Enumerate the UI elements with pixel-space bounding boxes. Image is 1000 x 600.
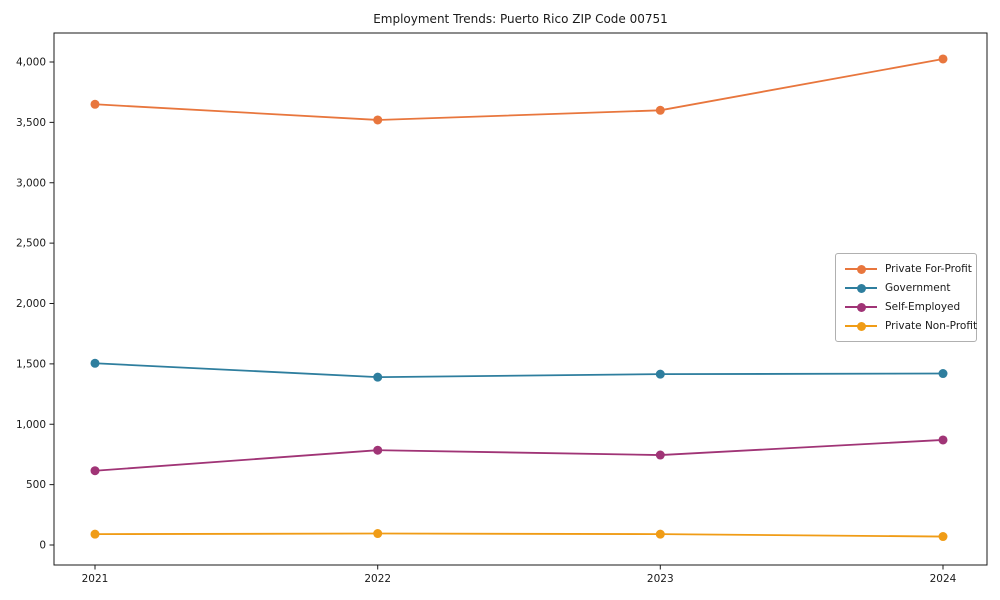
data-point-marker [938, 532, 948, 542]
data-point-marker [938, 435, 948, 445]
series-government [90, 358, 948, 382]
data-point-marker [938, 54, 948, 64]
y-tick-label: 2,000 [16, 298, 46, 310]
series-line [94, 532, 944, 538]
legend-entry-government: Government [845, 279, 967, 297]
legend-entry-private-non-profit: Private Non-Profit [845, 317, 977, 335]
y-tick-label: 2,500 [16, 238, 46, 250]
y-tick-label: 1,000 [16, 419, 46, 431]
y-tick-label: 0 [39, 540, 46, 552]
y-tick-label: 3,000 [16, 177, 46, 189]
series-self-employed [90, 435, 948, 476]
data-point-marker [90, 466, 100, 476]
data-point-marker [90, 529, 100, 539]
data-point-marker [373, 529, 383, 539]
y-tick-label: 500 [26, 479, 46, 491]
legend-entry-private-for-profit: Private For-Profit [845, 260, 972, 278]
data-point-marker [90, 99, 100, 109]
data-point-marker [373, 372, 383, 382]
x-tick-label: 2022 [364, 573, 391, 585]
data-point-marker [655, 529, 665, 539]
legend-label: Self-Employed [885, 301, 961, 313]
x-tick-label: 2023 [647, 573, 674, 585]
line-marker-icon [845, 321, 877, 331]
series-line [94, 58, 944, 121]
data-point-marker [90, 358, 100, 368]
legend-label: Government [885, 282, 951, 294]
chart-title: Employment Trends: Puerto Rico ZIP Code … [373, 12, 668, 26]
series-line [94, 362, 944, 379]
series-private-non-profit [90, 529, 948, 542]
line-marker-icon [845, 264, 877, 274]
plot-border [53, 32, 988, 566]
y-tick-label: 4,000 [16, 57, 46, 69]
legend-label: Private Non-Profit [885, 320, 978, 332]
series-private-for-profit [90, 54, 948, 125]
series-line [94, 439, 944, 472]
legend-label: Private For-Profit [885, 263, 972, 275]
y-tick-label: 3,500 [16, 117, 46, 129]
data-point-marker [938, 369, 948, 379]
data-point-marker [655, 369, 665, 379]
data-point-marker [655, 105, 665, 115]
data-point-marker [373, 115, 383, 125]
line-marker-icon [845, 283, 877, 293]
line-marker-icon [845, 302, 877, 312]
legend-entry-self-employed: Self-Employed [845, 298, 967, 316]
x-tick-label: 2021 [82, 573, 109, 585]
x-tick-label: 2024 [930, 573, 957, 585]
data-point-marker [373, 445, 383, 455]
y-tick-label: 1,500 [16, 358, 46, 370]
data-point-marker [655, 450, 665, 460]
legend: Private For-Profit Government Self-Emplo… [835, 253, 977, 342]
